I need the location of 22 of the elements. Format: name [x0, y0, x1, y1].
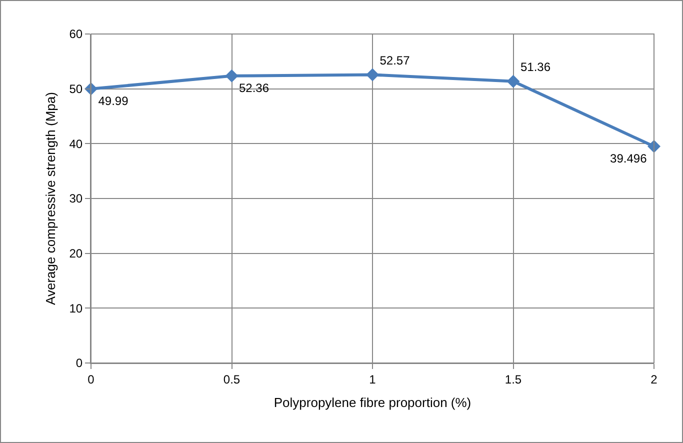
- point: [225, 69, 238, 82]
- y-tick-label: 50: [69, 82, 83, 96]
- data-label: 52.57: [380, 53, 410, 68]
- data-label: 51.36: [520, 60, 551, 74]
- x-tick-label: 2: [650, 372, 658, 386]
- data-label: 39.496: [610, 152, 648, 166]
- point: [506, 74, 520, 88]
- point: [366, 68, 379, 82]
- y-tick-label: 60: [69, 27, 83, 42]
- data-label: 52.36: [239, 81, 270, 96]
- y-axis-title: Average compressive strength (Mpa): [43, 92, 58, 305]
- x-axis-title: Polypropylene fibre proportion (%): [274, 395, 472, 410]
- x-tick-label: 1.5: [504, 372, 522, 386]
- x-tick-label: 0.5: [223, 372, 240, 386]
- x-tick-label: 1: [369, 372, 376, 386]
- data-label: 49.99: [98, 94, 129, 108]
- y-tick-label: 10: [69, 301, 83, 316]
- y-tick-label: 30: [69, 192, 83, 206]
- y-tick-label: 20: [69, 246, 83, 261]
- y-tick-label: 0: [76, 356, 83, 370]
- x-tick-label: 0: [88, 372, 95, 386]
- y-tick-label: 40: [69, 136, 83, 151]
